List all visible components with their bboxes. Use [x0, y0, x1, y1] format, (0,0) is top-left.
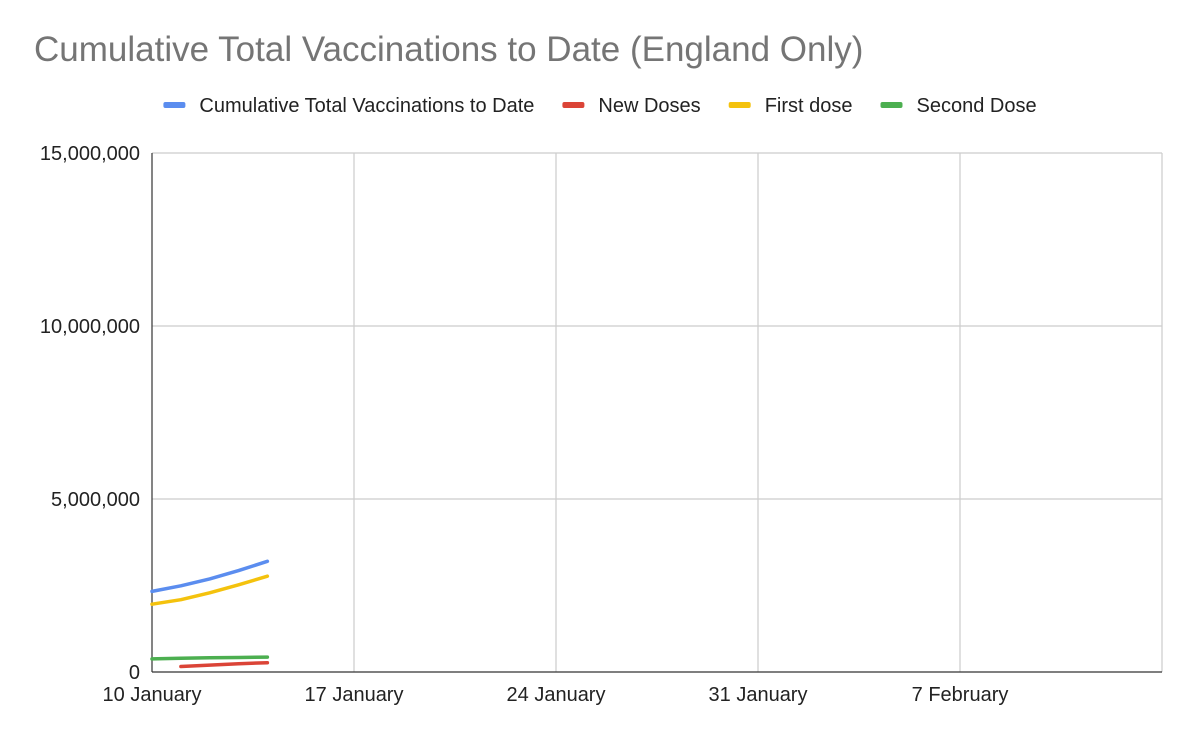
legend-item: Second Dose	[880, 95, 1037, 117]
x-tick-label: 10 January	[103, 684, 202, 706]
legend-label: New Doses	[598, 95, 700, 117]
x-tick-label: 7 February	[912, 684, 1009, 706]
legend-item: Cumulative Total Vaccinations to Date	[163, 95, 534, 117]
legend-swatch	[728, 102, 751, 108]
legend-item: New Doses	[562, 95, 701, 117]
y-tick-label: 0	[129, 662, 140, 684]
series-line-4	[150, 655, 270, 661]
y-tick-label: 10,000,000	[40, 316, 140, 338]
legend-label: Cumulative Total Vaccinations to Date	[199, 95, 534, 117]
legend-label: Second Dose	[917, 95, 1037, 117]
y-tick-label: 5,000,000	[51, 489, 140, 511]
tick-labels: 0 5,000,000 10,000,000 15,000,000 10 January…	[40, 143, 1008, 706]
x-tick-label: 31 January	[709, 684, 808, 706]
y-tick-label: 15,000,000	[40, 143, 140, 165]
legend-swatch	[562, 102, 585, 108]
legend-item: First dose	[728, 95, 853, 117]
axes	[151, 153, 1162, 673]
grid	[152, 152, 1163, 672]
legend-swatch	[163, 102, 186, 108]
legend-swatch	[880, 102, 903, 108]
series-line-1	[150, 559, 270, 594]
x-tick-label: 17 January	[305, 684, 404, 706]
legend: Cumulative Total Vaccinations to Date New…	[163, 95, 1037, 117]
series-line-2	[179, 660, 270, 669]
x-tick-label: 24 January	[507, 684, 606, 706]
chart-title: Cumulative Total Vaccinations to Date (E…	[34, 30, 864, 69]
series-lines	[150, 559, 270, 669]
legend-label: First dose	[765, 95, 853, 117]
series-line-3	[150, 574, 270, 606]
